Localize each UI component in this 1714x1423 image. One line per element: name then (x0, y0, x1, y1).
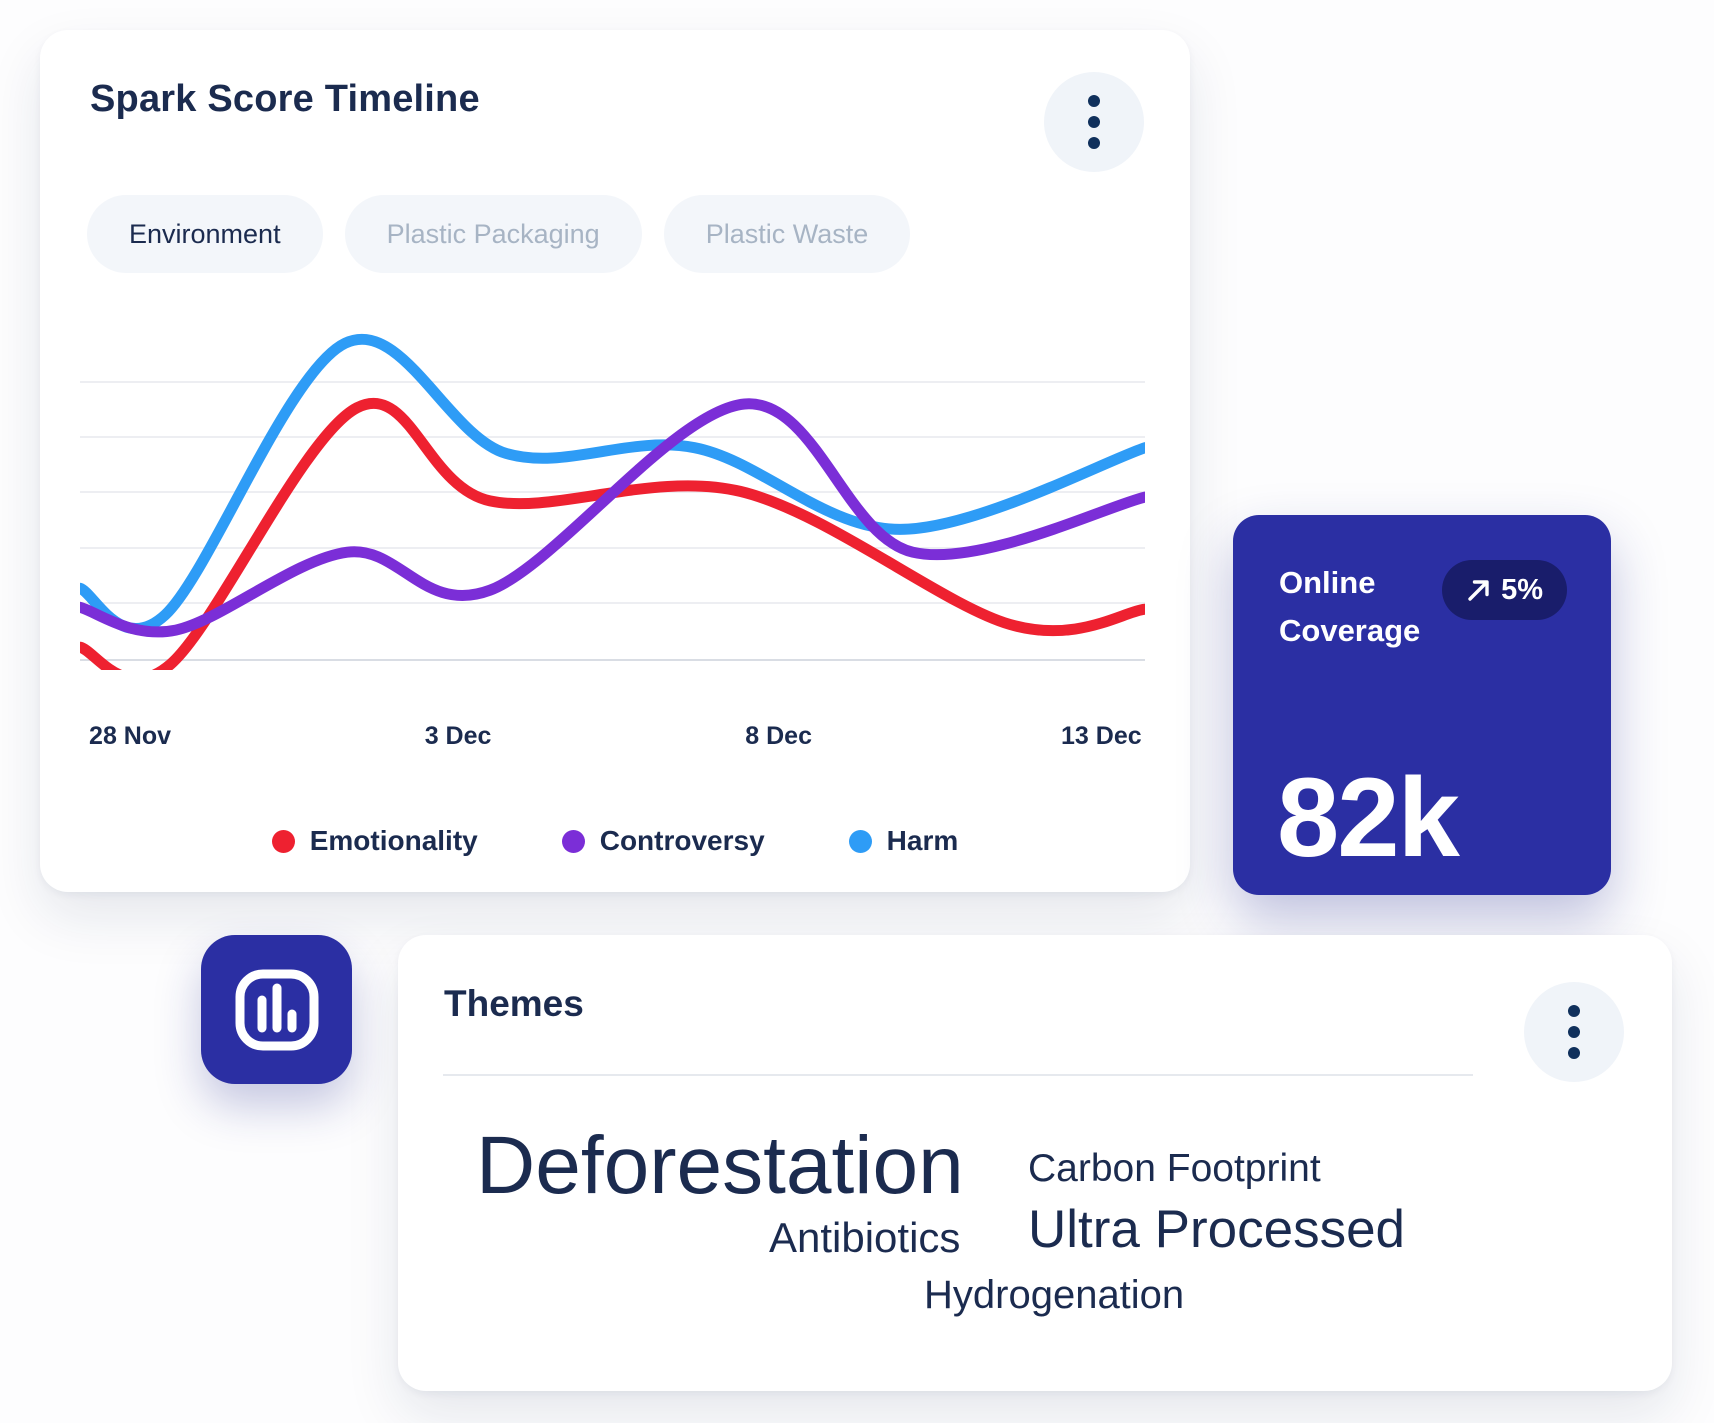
legend-label: Emotionality (309, 825, 478, 856)
legend-dot-icon (561, 829, 585, 853)
filter-pill-environment[interactable]: Environment (87, 195, 323, 273)
x-tick-label: 8 Dec (745, 722, 812, 750)
spark-card-menu-button[interactable] (1044, 72, 1144, 172)
coverage-trend-value: 5% (1501, 573, 1543, 606)
theme-word-antibiotics[interactable]: Antibiotics (769, 1214, 961, 1261)
theme-word-deforestation[interactable]: Deforestation (476, 1120, 964, 1211)
spark-score-timeline-card: Spark Score Timeline Environment Plastic … (40, 30, 1190, 892)
coverage-title-line1: Online (1279, 565, 1376, 600)
spark-timeline-chart (80, 334, 1145, 670)
chart-x-axis-labels: 28 Nov 3 Dec 8 Dec 13 Dec (80, 722, 1145, 752)
legend-item-controversy[interactable]: Controversy (561, 825, 765, 857)
filter-pills: Environment Plastic Packaging Plastic Wast… (87, 195, 911, 273)
kebab-menu-icon (1568, 1005, 1580, 1017)
bar-chart-icon (235, 969, 318, 1050)
themes-card: Themes Deforestation Carbon Footprint Anti… (398, 935, 1672, 1391)
theme-word-carbon-footprint[interactable]: Carbon Footprint (1028, 1147, 1321, 1190)
kebab-menu-icon (1088, 95, 1100, 107)
spark-card-title: Spark Score Timeline (90, 78, 480, 120)
x-tick-label: 13 Dec (1061, 722, 1142, 750)
legend-label: Controversy (599, 825, 765, 856)
legend-item-emotionality[interactable]: Emotionality (271, 825, 478, 857)
x-tick-label: 28 Nov (89, 722, 172, 750)
themes-divider (443, 1074, 1473, 1076)
theme-word-ultra-processed[interactable]: Ultra Processed (1028, 1200, 1406, 1259)
theme-word-hydrogenation[interactable]: Hydrogenation (924, 1273, 1185, 1317)
kebab-menu-icon (1568, 1026, 1580, 1038)
online-coverage-card: Online Coverage 5% 82k (1233, 515, 1611, 895)
themes-card-menu-button[interactable] (1524, 982, 1624, 1082)
filter-pill-plastic-packaging[interactable]: Plastic Packaging (344, 195, 642, 273)
legend-item-harm[interactable]: Harm (848, 825, 959, 857)
coverage-value: 82k (1277, 755, 1460, 880)
coverage-trend-badge: 5% (1442, 560, 1567, 620)
legend-label: Harm (886, 825, 959, 856)
filter-pill-plastic-waste[interactable]: Plastic Waste (663, 195, 911, 273)
legend-dot-icon (271, 829, 295, 853)
series-line-harm (80, 334, 1145, 635)
series-line-controversy (80, 398, 1145, 638)
bar-chart-tile-button[interactable] (201, 935, 352, 1084)
coverage-title-line2: Coverage (1279, 613, 1421, 648)
arrow-up-right-icon (1468, 580, 1489, 601)
kebab-menu-icon (1088, 116, 1100, 128)
themes-card-title: Themes (444, 983, 584, 1024)
chart-legend: Emotionality Controversy Harm (40, 825, 1190, 857)
kebab-menu-icon (1088, 137, 1100, 149)
kebab-menu-icon (1568, 1047, 1580, 1059)
series-line-emotionality (80, 397, 1145, 670)
legend-dot-icon (848, 829, 872, 853)
x-tick-label: 3 Dec (424, 722, 492, 750)
coverage-title: Online Coverage (1279, 559, 1420, 655)
themes-word-cloud: Deforestation Carbon Footprint Antibiotics… (398, 935, 1672, 1391)
